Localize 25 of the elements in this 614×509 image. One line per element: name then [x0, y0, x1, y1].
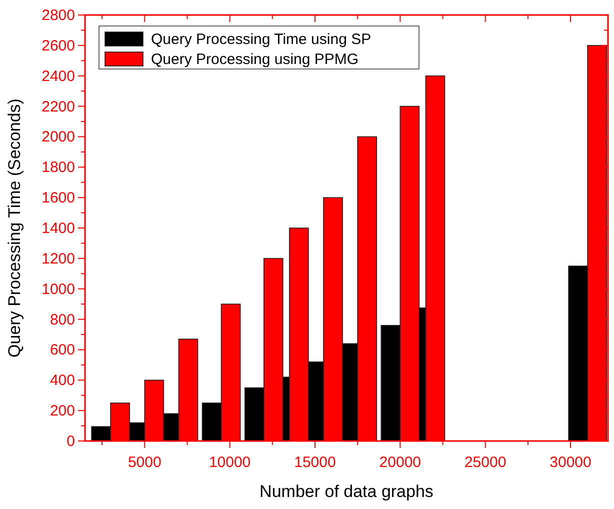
y-tick-label: 400	[50, 372, 75, 390]
y-tick-label: 2600	[42, 37, 75, 54]
x-tick-label: 5000	[128, 454, 162, 471]
legend-label: Query Processing Time using SP	[151, 31, 372, 48]
y-tick-label: 1400	[42, 220, 75, 237]
y-tick-label: 1200	[42, 250, 75, 268]
x-tick-label: 10000	[208, 454, 251, 471]
legend-label: Query Processing using PPMG	[151, 51, 359, 68]
y-tick-label: 2800	[42, 7, 75, 24]
y-tick-label: 1800	[42, 159, 75, 176]
y-tick-label: 2400	[42, 68, 75, 85]
y-tick-label: 0	[66, 433, 75, 450]
y-tick-label: 1000	[42, 280, 75, 298]
y-tick-label: 1600	[42, 190, 75, 207]
x-tick-label: 20000	[379, 454, 422, 471]
x-tick-label: 25000	[464, 454, 506, 471]
y-tick-label: 200	[50, 402, 75, 420]
y-tick-label: 800	[50, 311, 75, 328]
x-axis-title: Number of data graphs	[260, 482, 434, 501]
x-tick-label: 30000	[550, 454, 592, 471]
y-axis-title: Query Processing Time (Seconds)	[5, 98, 24, 358]
y-tick-label: 2200	[42, 98, 75, 116]
y-tick-label: 2000	[42, 128, 75, 146]
x-tick-label: 15000	[294, 454, 336, 471]
y-tick-label: 600	[50, 342, 75, 359]
